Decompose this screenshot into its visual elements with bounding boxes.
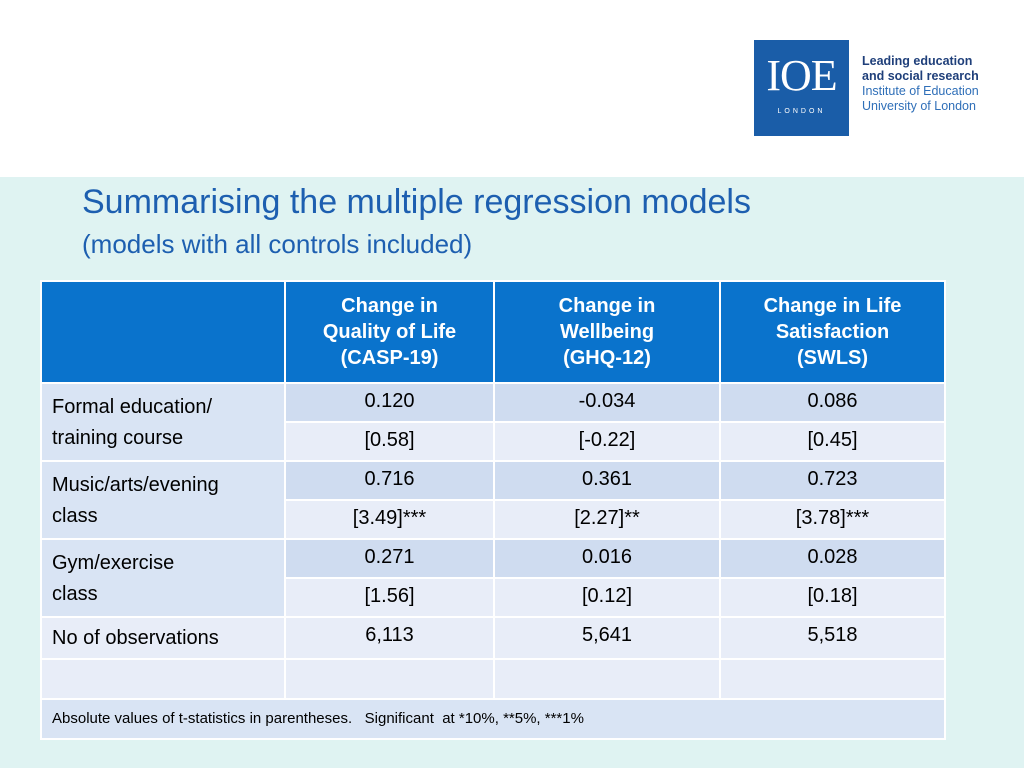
coef-cell: 0.086 [719, 382, 946, 423]
tstat-cell: [0.18] [719, 577, 946, 618]
logo-sub: LONDON [777, 108, 826, 115]
tstat-cell: [1.56] [284, 577, 495, 618]
column-header-line: Wellbeing [559, 321, 655, 343]
tstat-cell: [-0.22] [493, 421, 721, 462]
slide-header-band [0, 0, 1024, 177]
empty-cell [284, 658, 495, 700]
row-label-music-arts: Music/arts/evening class [40, 460, 286, 540]
row-label-line: class [52, 583, 98, 605]
column-header-line: (SWLS) [796, 347, 869, 369]
page-title: Summarising the multiple regression mode… [82, 183, 751, 221]
coef-cell: 0.028 [719, 538, 946, 579]
row-label-line: training course [52, 427, 184, 449]
coef-cell: 0.361 [493, 460, 721, 501]
logo-text: Leading education and social research In… [862, 54, 1012, 114]
row-label-line: class [52, 505, 98, 527]
table-row-formal-education-tstat: [0.58] [-0.22] [0.45] [41, 421, 946, 462]
observations-cell: 6,113 [284, 616, 495, 660]
row-label-line: Music/arts/evening [52, 474, 219, 496]
empty-cell [719, 658, 946, 700]
column-header-ghq: Change in Wellbeing (GHQ-12) [493, 280, 721, 384]
column-header-line: Change in Life [763, 295, 902, 317]
regression-results-table: Change in Quality of Life (CASP-19) Chan… [40, 280, 946, 740]
table-row-music-arts-coef: Music/arts/evening class 0.716 0.361 0.7… [40, 460, 946, 540]
logo-mark: IOE [766, 51, 837, 100]
tstat-cell: [0.12] [493, 577, 721, 618]
observations-cell: 5,641 [493, 616, 721, 660]
table-row-empty [40, 658, 946, 700]
ioe-logo: IOE LONDON [754, 40, 849, 136]
column-header-line: Change in [558, 295, 656, 317]
logo-institution-2: University of London [862, 99, 976, 113]
coef-cell: -0.034 [493, 382, 721, 423]
empty-cell [493, 658, 721, 700]
row-label-formal-education: Formal education/ training course [40, 382, 286, 462]
table-row-observations: No of observations 6,113 5,641 5,518 [40, 616, 946, 660]
table-footnote: Absolute values of t-statistics in paren… [40, 698, 946, 740]
row-label-observations: No of observations [40, 616, 286, 660]
table-row-gym-exercise-coef: Gym/exercise class 0.271 0.016 0.028 [40, 538, 946, 618]
tstat-cell: [3.78]*** [719, 499, 946, 540]
coef-cell: 0.016 [493, 538, 721, 579]
table-row-gym-exercise-tstat: [1.56] [0.12] [0.18] [41, 577, 946, 618]
table-header-row: Change in Quality of Life (CASP-19) Chan… [40, 280, 946, 384]
logo-tagline-1: Leading education [862, 54, 973, 68]
coef-cell: 0.723 [719, 460, 946, 501]
column-header-casp: Change in Quality of Life (CASP-19) [284, 280, 495, 384]
column-header-line: Satisfaction [775, 321, 890, 343]
row-label-line: Formal education/ [52, 396, 213, 418]
logo-institution-1: Institute of Education [862, 84, 979, 98]
tstat-cell: [3.49]*** [284, 499, 495, 540]
page-subtitle: (models with all controls included) [82, 229, 473, 259]
table-row-music-arts-tstat: [3.49]*** [2.27]** [3.78]*** [41, 499, 946, 540]
table-corner-cell [40, 280, 286, 384]
column-header-line: Quality of Life [322, 321, 457, 343]
coef-cell: 0.716 [284, 460, 495, 501]
table-row-note: Absolute values of t-statistics in paren… [40, 698, 946, 740]
tstat-cell: [0.45] [719, 421, 946, 462]
coef-cell: 0.271 [284, 538, 495, 579]
column-header-line: (CASP-19) [340, 347, 439, 369]
column-header-line: (GHQ-12) [563, 347, 651, 369]
tstat-cell: [0.58] [284, 421, 495, 462]
column-header-line: Change in [341, 295, 438, 317]
coef-cell: 0.120 [284, 382, 495, 423]
column-header-swls: Change in Life Satisfaction (SWLS) [719, 280, 946, 384]
table-row-formal-education-coef: Formal education/ training course 0.120 … [40, 382, 946, 462]
row-label-line: Gym/exercise [52, 552, 175, 574]
row-label-gym-exercise: Gym/exercise class [40, 538, 286, 618]
empty-cell [40, 658, 286, 700]
observations-cell: 5,518 [719, 616, 946, 660]
logo-tagline-2: and social research [862, 69, 979, 83]
tstat-cell: [2.27]** [493, 499, 721, 540]
